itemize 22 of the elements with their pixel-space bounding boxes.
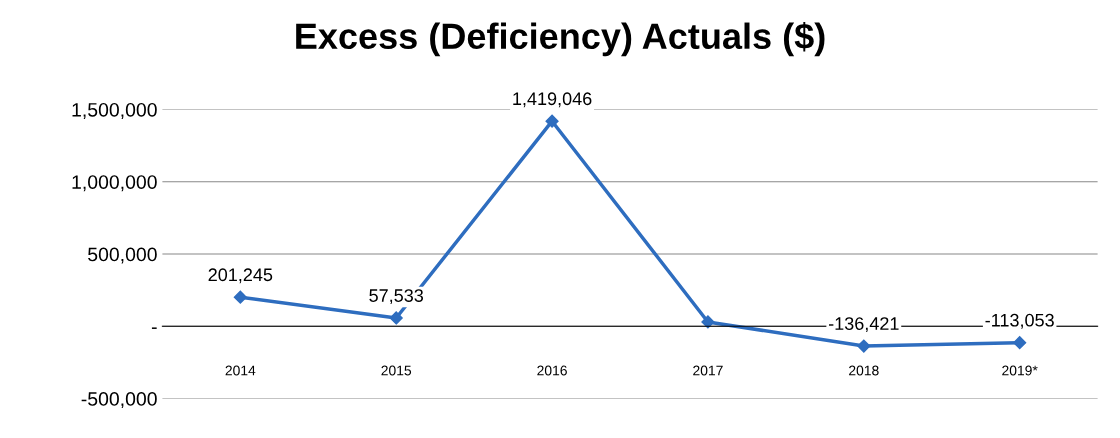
y-tick-label: 500,000 <box>88 247 157 264</box>
y-tick-label: -500,000 <box>81 392 157 409</box>
x-tick-label: 2016 <box>537 365 567 376</box>
point <box>233 290 247 304</box>
point <box>545 114 559 128</box>
data-label: -136,421 <box>828 317 899 333</box>
x-tick-label: 2019* <box>1002 365 1038 376</box>
data-label: 57,533 <box>369 289 424 305</box>
point <box>1013 336 1027 350</box>
x-tick-label: 2017 <box>693 365 723 376</box>
data-label: 1,419,046 <box>513 92 592 108</box>
y-tick-label: 1,000,000 <box>72 175 157 192</box>
x-tick-label: 2014 <box>225 365 256 376</box>
data-label: -113,053 <box>985 313 1054 329</box>
x-tick-label: 2015 <box>381 365 412 376</box>
chart-title: Excess (Deficiency) Actuals ($) <box>296 21 825 57</box>
y-tick-label: 1,500,000 <box>72 102 157 120</box>
y-tick-label: - <box>151 327 157 329</box>
data-label: 201,245 <box>208 268 273 284</box>
point <box>857 339 871 353</box>
point <box>389 311 403 325</box>
x-tick-label: 2018 <box>849 365 879 376</box>
